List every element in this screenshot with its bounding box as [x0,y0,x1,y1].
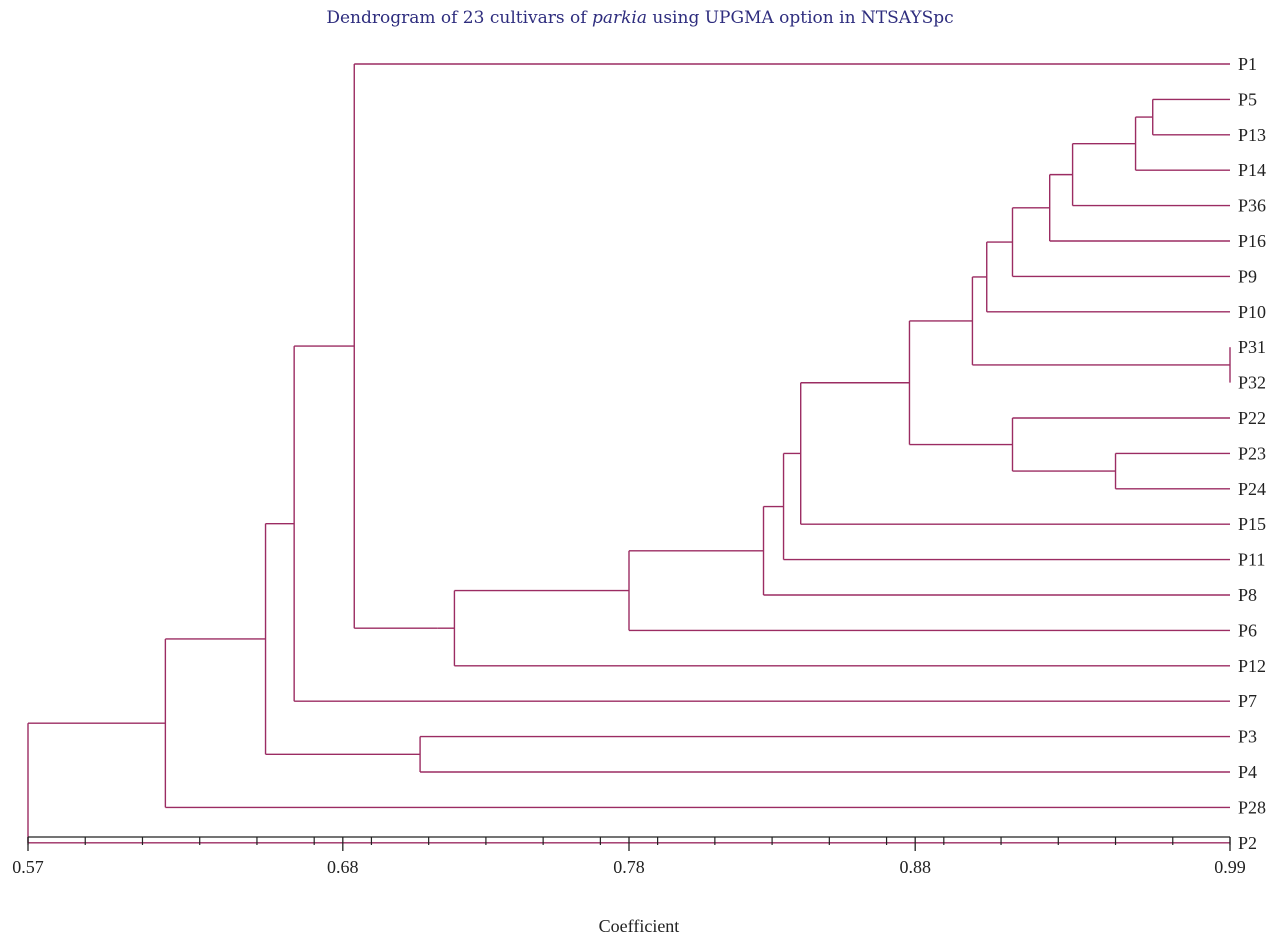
leaf-label: P5 [1238,89,1257,109]
chart-title-start: Dendrogram of 23 cultivars of [326,8,592,28]
tick-label: 0.57 [12,857,44,877]
tick-label: 0.68 [327,857,359,877]
leaf-label: P11 [1238,550,1265,570]
tick-label: 0.88 [899,857,931,877]
leaf-label: P6 [1238,620,1257,640]
leaf-label: P10 [1238,302,1266,322]
x-axis: 0.57 0.68 0.78 0.88 0.99 [12,836,1246,877]
tick-label: 0.78 [613,857,645,877]
leaf-label: P9 [1238,266,1257,286]
chart-title-italic: parkia [591,8,647,28]
leaf-label: P4 [1238,762,1257,782]
leaf-label: P16 [1238,231,1266,251]
leaf-label: P28 [1238,797,1266,817]
leaf-label: P2 [1238,833,1257,853]
leaf-label: P12 [1238,656,1266,676]
chart-title: Dendrogram of 23 cultivars of parkia usi… [0,8,1280,28]
leaf-label: P23 [1238,443,1266,463]
leaf-label: P3 [1238,727,1257,747]
leaf-label: P15 [1238,514,1266,534]
leaf-label: P8 [1238,585,1257,605]
dendrogram-branches [27,63,1231,844]
leaf-label: P31 [1238,337,1266,357]
leaf-label: P13 [1238,125,1266,145]
x-axis-label: Coefficient [599,916,680,936]
tick-label: 0.99 [1214,857,1246,877]
leaf-label: P32 [1238,373,1266,393]
leaf-label: P14 [1238,160,1266,180]
leaf-label: P1 [1238,54,1257,74]
leaf-label: P36 [1238,196,1266,216]
leaf-label: P24 [1238,479,1266,499]
chart-title-end: using UPGMA option in NTSAYSpc [646,8,954,28]
leaf-labels: P1 P5 P13 P14 P36 P16 P9 P10 P31 P32 P22 P23 P24 P15 P… [1238,54,1266,853]
leaf-label: P22 [1238,408,1266,428]
leaf-label: P7 [1238,691,1257,711]
